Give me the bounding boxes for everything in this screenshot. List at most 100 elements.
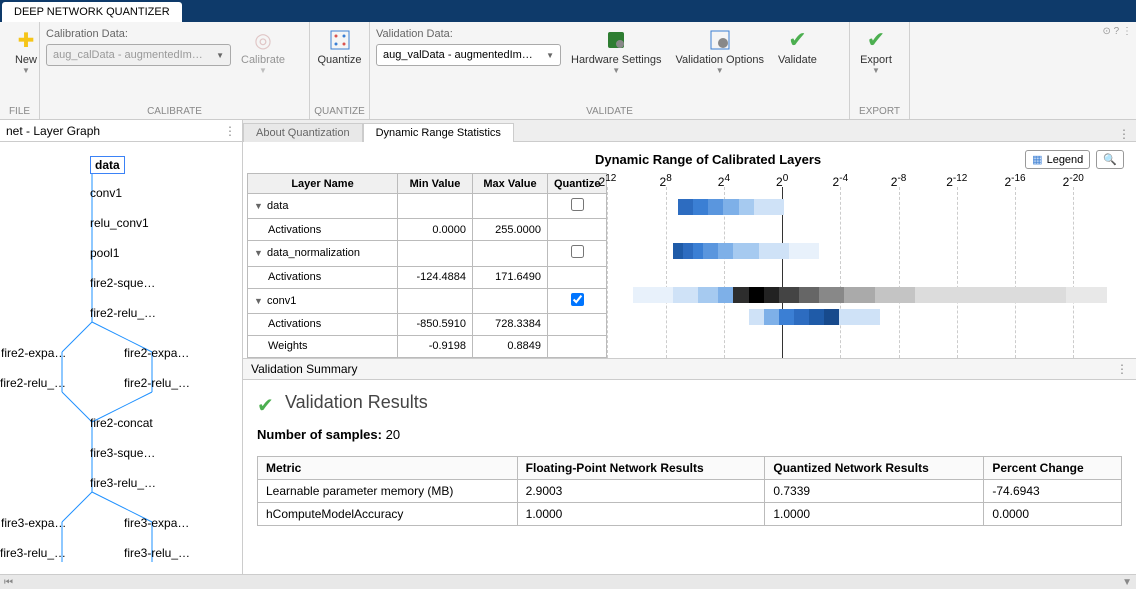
validate-button[interactable]: ✔ Validate	[774, 26, 821, 68]
range-bar	[617, 241, 1122, 261]
quantize-button[interactable]: Quantize	[316, 26, 363, 68]
validation-results-panel: ✔ Validation Results Number of samples: …	[243, 380, 1136, 538]
layer-graph[interactable]: data conv1 relu_conv1 pool1 fire2-sque… fire2…	[0, 142, 242, 574]
tab-about[interactable]: About Quantization	[243, 123, 363, 142]
table-row[interactable]: Activations-124.4884171.6490	[248, 266, 607, 288]
chevron-down-icon: ▼	[22, 66, 30, 75]
status-collapse-icon[interactable]: ▼	[1122, 577, 1132, 588]
chevron-down-icon: ▼	[872, 66, 880, 75]
quantize-checkbox[interactable]	[571, 293, 584, 306]
options-icon	[708, 28, 732, 52]
tab-stats[interactable]: Dynamic Range Statistics	[363, 123, 514, 142]
node-label: fire2-relu_…	[90, 306, 156, 320]
check-icon: ✔	[864, 28, 888, 52]
table-row[interactable]: Activations-850.5910728.3384	[248, 313, 607, 335]
group-label-export: EXPORT	[850, 104, 909, 119]
graph-node[interactable]: fire2-sque…	[86, 276, 155, 290]
chevron-down-icon: ▼	[259, 66, 267, 75]
layer-graph-panel: net - Layer Graph ⋮ data conv1 relu_conv1p…	[0, 120, 243, 574]
table-row: hComputeModelAccuracy1.00001.00000.0000	[258, 503, 1122, 526]
graph-node[interactable]: fire3-expa…	[1, 516, 70, 530]
table-row: Learnable parameter memory (MB)2.90030.7…	[258, 480, 1122, 503]
chevron-down-icon: ▼	[546, 51, 554, 60]
graph-node[interactable]: pool1	[86, 246, 119, 260]
hardware-settings-button[interactable]: Hardware Settings ▼	[567, 26, 666, 77]
tab-row: About Quantization Dynamic Range Statist…	[243, 120, 1136, 142]
group-label-file: FILE	[0, 104, 39, 119]
check-icon: ✔	[257, 393, 277, 413]
chevron-down-icon: ▼	[612, 66, 620, 75]
node-label: fire3-relu_…	[90, 476, 156, 490]
layer-graph-title: net - Layer Graph	[6, 124, 100, 138]
graph-node[interactable]: fire2-expa…	[1, 346, 70, 360]
dynamic-range-table: Layer NameMin ValueMax ValueQuantize ▼ d…	[247, 173, 607, 358]
graph-node[interactable]: fire3-expa…	[120, 516, 189, 530]
target-icon: ◎	[251, 28, 275, 52]
graph-node[interactable]: fire3-relu_…	[120, 546, 190, 560]
title-bar: DEEP NETWORK QUANTIZER	[0, 0, 1136, 22]
node-label: pool1	[90, 246, 119, 260]
validation-results-title: Validation Results	[285, 392, 428, 413]
node-label: data	[90, 156, 125, 174]
dynamic-range-chart: 2122824202-42-82-122-162-20	[607, 173, 1132, 358]
group-label-quantize: QUANTIZE	[310, 104, 369, 119]
graph-node[interactable]: fire3-relu_…	[86, 476, 156, 490]
graph-node[interactable]: fire2-relu_…	[0, 376, 70, 390]
validation-options-button[interactable]: Validation Options ▼	[672, 26, 768, 77]
validation-summary-header: Validation Summary	[251, 362, 358, 376]
export-button[interactable]: ✔ Export ▼	[856, 26, 896, 77]
group-label-calibrate: CALIBRATE	[40, 104, 309, 119]
graph-node[interactable]: relu_conv1	[86, 216, 149, 230]
graph-node[interactable]: fire3-relu_…	[0, 546, 70, 560]
panel-menu-icon[interactable]: ⋮	[1116, 362, 1128, 376]
node-label: fire2-expa…	[124, 346, 189, 360]
validation-data-label: Validation Data:	[376, 28, 561, 40]
range-bar	[617, 307, 1122, 327]
calibration-data-combo[interactable]: aug_calData - augmentedIm… ▼	[46, 44, 231, 66]
table-row[interactable]: ▼ data	[248, 194, 607, 219]
node-label: fire3-relu_…	[124, 546, 190, 560]
graph-node[interactable]: fire2-expa…	[120, 346, 189, 360]
graph-node[interactable]: data	[86, 156, 125, 174]
validation-data-combo[interactable]: aug_valData - augmentedIm… ▼	[376, 44, 561, 66]
range-bar	[617, 285, 1122, 305]
table-row[interactable]: ▼ conv1	[248, 288, 607, 313]
check-icon: ✔	[785, 28, 809, 52]
status-prev-icon[interactable]: ⏮	[4, 577, 13, 588]
node-label: fire2-expa…	[1, 346, 66, 360]
node-label: fire2-concat	[90, 416, 153, 430]
graph-node[interactable]: fire3-sque…	[86, 446, 155, 460]
table-row[interactable]: Weights-0.91980.8849	[248, 335, 607, 357]
table-row[interactable]: Activations0.0000255.0000	[248, 219, 607, 241]
legend-button[interactable]: ▦Legend	[1025, 150, 1090, 169]
graph-node[interactable]: fire2-relu_…	[86, 306, 156, 320]
range-bar	[617, 197, 1122, 217]
dynamic-range-panel: Dynamic Range of Calibrated Layers ▦Lege…	[243, 142, 1136, 358]
node-label: fire2-sque…	[90, 276, 155, 290]
node-label: fire3-relu_…	[0, 546, 66, 560]
plus-icon: ✚	[14, 28, 38, 52]
graph-node[interactable]: conv1	[86, 186, 122, 200]
validation-results-table: MetricFloating-Point Network ResultsQuan…	[257, 456, 1122, 526]
chart-title: Dynamic Range of Calibrated Layers	[595, 152, 821, 167]
quantize-checkbox[interactable]	[571, 198, 584, 211]
table-row[interactable]: ▼ data_normalization	[248, 241, 607, 266]
app-title-tab: DEEP NETWORK QUANTIZER	[2, 2, 182, 22]
quantize-icon	[328, 28, 352, 52]
graph-node[interactable]: fire2-relu_…	[120, 376, 190, 390]
calibration-data-label: Calibration Data:	[46, 28, 231, 40]
node-label: fire2-relu_…	[124, 376, 190, 390]
status-bar: ⏮ ▼	[0, 574, 1136, 589]
calibrate-button: ◎ Calibrate ▼	[237, 26, 289, 77]
group-label-validate: VALIDATE	[370, 104, 849, 119]
zoom-button[interactable]: 🔍	[1096, 150, 1124, 169]
panel-menu-icon[interactable]: ⋮	[224, 124, 236, 138]
node-label: fire3-sque…	[90, 446, 155, 460]
node-label: relu_conv1	[90, 216, 149, 230]
toolstrip-help[interactable]: ⊙ ? ⋮	[1103, 26, 1133, 37]
graph-node[interactable]: fire2-concat	[86, 416, 153, 430]
node-label: conv1	[90, 186, 122, 200]
tab-menu-icon[interactable]: ⋮	[1112, 127, 1136, 141]
toolstrip: ⊙ ? ⋮ ✚ New ▼ FILE Calibration Data: aug…	[0, 22, 1136, 120]
quantize-checkbox[interactable]	[571, 245, 584, 258]
